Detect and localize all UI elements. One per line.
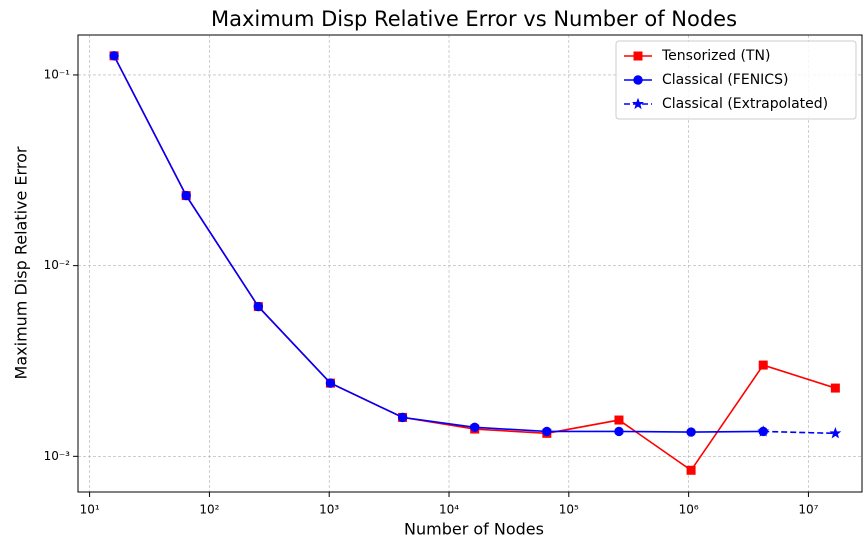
marker <box>253 301 264 312</box>
legend-label: Classical (FENICS) <box>662 72 788 88</box>
x-tick-label: 10³ <box>319 503 339 517</box>
series-line <box>113 55 764 433</box>
marker <box>830 383 840 393</box>
series-line <box>763 430 836 435</box>
marker <box>758 360 768 370</box>
x-axis-label: Number of Nodes <box>404 520 544 539</box>
marker <box>542 426 552 437</box>
marker <box>109 51 119 61</box>
marker <box>829 427 842 439</box>
legend-marker <box>633 51 643 61</box>
y-axis-label: Maximum Disp Relative Error <box>12 146 31 379</box>
marker <box>686 427 696 437</box>
marker <box>686 465 696 475</box>
legend-box <box>615 40 857 120</box>
marker <box>614 426 624 437</box>
x-tick-label: 10¹ <box>80 503 100 517</box>
legend-marker <box>631 97 645 110</box>
legend-marker <box>633 75 643 85</box>
legend-label: Tensorized (TN) <box>661 48 770 64</box>
marker <box>397 412 408 423</box>
marker <box>181 190 191 201</box>
marker <box>614 415 624 425</box>
marker <box>470 422 480 432</box>
plot-frame <box>77 34 863 493</box>
marker <box>325 378 336 388</box>
legend-label: Classical (Extrapolated) <box>662 96 828 112</box>
x-tick-label: 10⁴ <box>439 503 459 517</box>
y-tick-label: 10⁻¹ <box>44 67 71 81</box>
x-tick-label: 10² <box>199 503 219 517</box>
x-tick-label: 10⁶ <box>679 503 699 517</box>
x-tick-label: 10⁷ <box>798 503 818 517</box>
x-tick-label: 10⁵ <box>559 503 579 517</box>
y-tick-label: 10⁻³ <box>44 449 71 463</box>
chart-title: Maximum Disp Relative Error vs Number of… <box>211 7 737 31</box>
marker <box>757 425 770 437</box>
y-tick-label: 10⁻² <box>44 258 71 272</box>
